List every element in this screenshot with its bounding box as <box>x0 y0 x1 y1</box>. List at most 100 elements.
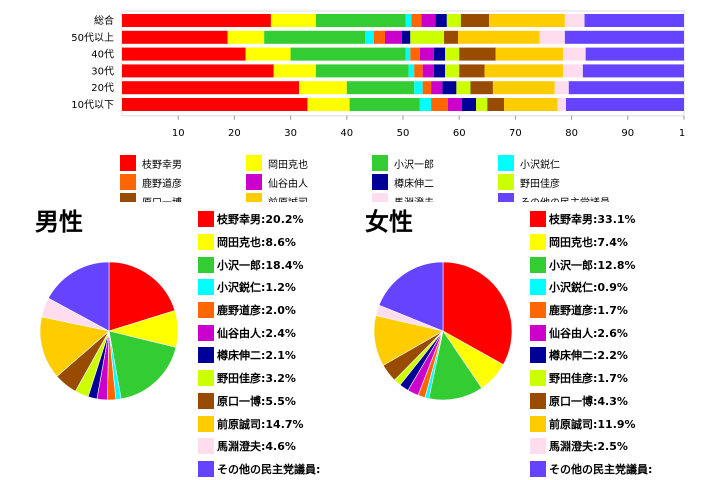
pie-slice-series-11 <box>378 261 444 332</box>
legend-item: 枝野幸男 <box>120 154 182 172</box>
bar-segment-series-5 <box>447 98 463 111</box>
bar-segment-series-11 <box>565 98 684 111</box>
legend-label: 樽床伸二 <box>394 178 434 190</box>
pie-legend-swatch <box>530 370 546 387</box>
pie-legend-item: 原口一博:5.5% <box>198 390 373 413</box>
male-pie-chart <box>39 261 179 401</box>
legend-label: 前原誠司 <box>268 194 308 203</box>
bar-segment-series-4 <box>373 30 386 44</box>
pie-legend-swatch <box>530 234 546 251</box>
bar-segment-series-6 <box>435 14 447 27</box>
bar-segment-series-0 <box>122 30 228 44</box>
category-label: 30代 <box>91 65 114 77</box>
legend-swatch <box>372 174 388 190</box>
pie-legend-item: 馬淵澄夫:2.5% <box>530 435 705 458</box>
bar-segment-series-7 <box>476 98 488 111</box>
bar-segment-series-2 <box>264 30 366 44</box>
bar-segment-series-2 <box>290 47 406 61</box>
legend-swatch <box>120 174 136 190</box>
bar-segment-series-10 <box>563 47 586 61</box>
bar-segment-series-5 <box>431 81 443 95</box>
female-pie-title: 女性 <box>365 208 413 236</box>
pie-legend-item: その他の民主党議員: <box>530 458 705 480</box>
female-pie-legend: 枝野幸男:33.1% 岡田克也:7.4% 小沢一郎:12.8% 小沢鋭仁:0.9% 鹿野… <box>530 208 705 480</box>
pie-legend-swatch <box>530 392 546 409</box>
pie-slice-series-11 <box>47 261 110 332</box>
pie-legend-swatch <box>198 370 214 387</box>
bar-segment-series-9 <box>488 14 565 27</box>
bar-segment-series-6 <box>401 30 411 44</box>
bar-segment-series-8 <box>487 98 505 111</box>
legend-swatch <box>372 155 388 171</box>
pie-legend-label: 馬淵澄夫:4.6% <box>217 440 296 454</box>
pie-legend-label: その他の民主党議員: <box>217 462 321 476</box>
pie-legend-swatch <box>530 211 546 228</box>
bar-segment-series-1 <box>299 81 347 95</box>
pie-legend-item: 野田佳彦:3.2% <box>198 367 373 390</box>
pie-legend-item: 小沢一郎:12.8% <box>530 253 705 276</box>
bar-segment-series-3 <box>405 47 411 61</box>
x-tick-label: 1 <box>679 128 685 139</box>
pie-legend-item: 岡田克也:8.6% <box>198 231 373 254</box>
legend-item: 前原誠司 <box>246 192 308 202</box>
pie-legend-label: 枝野幸男:33.1% <box>549 213 636 227</box>
x-tick-label: 80 <box>565 128 578 139</box>
pie-legend-swatch <box>530 438 546 455</box>
bar-segment-series-3 <box>408 64 415 78</box>
bar-segment-series-10 <box>563 64 583 78</box>
female-pie-chart <box>373 261 513 401</box>
pie-legend-item: 鹿野道彦:1.7% <box>530 299 705 322</box>
legend-label: 小沢鋭仁 <box>520 159 560 171</box>
bar-segment-series-10 <box>554 81 569 95</box>
pie-legend-label: 野田佳彦:1.7% <box>549 372 628 386</box>
legend-swatch <box>246 174 262 190</box>
bar-segment-series-4 <box>422 81 432 95</box>
bar-segment-series-1 <box>245 47 291 61</box>
legend-label: 鹿野道彦 <box>142 178 182 190</box>
male-pie-title: 男性 <box>35 208 83 236</box>
pie-legend-label: 馬淵澄夫:2.5% <box>549 440 628 454</box>
pie-legend-swatch <box>198 324 214 341</box>
pie-legend-item: 小沢鋭仁:0.9% <box>530 276 705 299</box>
pie-legend-item: 枝野幸男:20.2% <box>198 208 373 231</box>
bar-segment-series-4 <box>410 47 420 61</box>
stacked-bar-chart: 総合 50代以上 40代 30代 20代 10代以下 10 20 30 40 50 60 70 80 90 1 <box>71 10 685 139</box>
legend-swatch <box>498 174 514 190</box>
legend-item: 野田佳彦 <box>498 173 560 191</box>
male-pie-legend: 枝野幸男:20.2% 岡田克也:8.6% 小沢一郎:18.4% 小沢鋭仁:1.2% 鹿野… <box>198 208 373 480</box>
legend-swatch <box>372 193 388 202</box>
pie-legend-label: 岡田克也:7.4% <box>549 236 628 250</box>
pie-legend-item: 鹿野道彦:2.0% <box>198 299 373 322</box>
pie-legend-item: 樽床伸二:2.1% <box>198 344 373 367</box>
bar-segment-series-11 <box>585 47 684 61</box>
category-label: 10代以下 <box>71 99 114 111</box>
bar-segment-series-7 <box>446 14 461 27</box>
bar-segment-series-6 <box>433 47 446 61</box>
bar-segment-series-1 <box>307 98 350 111</box>
pie-legend-swatch <box>198 211 214 228</box>
pie-legend-label: 前原誠司:14.7% <box>217 417 304 431</box>
bar-segment-series-10 <box>557 98 566 111</box>
pie-legend-item: 枝野幸男:33.1% <box>530 208 705 231</box>
legend-item: 岡田克也 <box>246 154 308 172</box>
bar-segment-series-5 <box>419 47 434 61</box>
bar-segment-series-0 <box>122 47 246 61</box>
legend-swatch <box>498 155 514 171</box>
bar-segment-series-8 <box>459 64 485 78</box>
pie-legend-swatch <box>198 234 214 251</box>
bar-segment-series-1 <box>270 14 316 27</box>
bar-segment-series-0 <box>122 98 308 111</box>
pie-legend-swatch <box>198 460 214 477</box>
bar-segment-series-8 <box>459 47 496 61</box>
legend-label: その他の民主党議員 <box>520 194 610 203</box>
pie-legend-label: 小沢鋭仁:1.2% <box>217 281 296 295</box>
bar-segment-series-6 <box>442 81 457 95</box>
bar-segment-series-9 <box>492 81 555 95</box>
bar-segment-series-11 <box>564 30 684 44</box>
bar-segment-series-5 <box>421 14 436 27</box>
pie-legend-label: 鹿野道彦:1.7% <box>549 304 628 318</box>
pie-legend-item: 仙谷由人:2.6% <box>530 321 705 344</box>
legend-item: その他の民主党議員 <box>498 192 610 202</box>
legend-swatch <box>246 193 262 202</box>
